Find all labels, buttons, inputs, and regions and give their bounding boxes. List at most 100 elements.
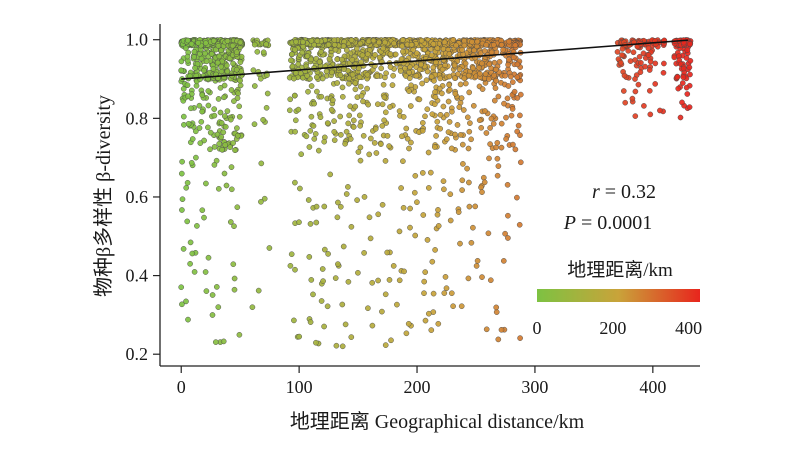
data-point (306, 254, 313, 260)
data-point (218, 63, 224, 70)
data-point (459, 177, 466, 184)
data-point (687, 71, 693, 78)
data-point (357, 122, 364, 129)
x-axis-title: 地理距离 Geographical distance/km (290, 410, 585, 433)
data-point (434, 118, 441, 125)
data-point (421, 290, 427, 297)
data-point (407, 224, 413, 231)
data-point (510, 54, 517, 61)
data-point (619, 46, 626, 52)
data-point (263, 41, 270, 48)
data-point (419, 80, 425, 87)
data-point (429, 258, 436, 265)
data-point (442, 274, 449, 280)
data-point (207, 129, 214, 136)
data-point (507, 73, 514, 80)
data-point (503, 136, 509, 142)
data-point (367, 135, 374, 142)
data-point (310, 291, 316, 298)
colorbar-tick-label: 0 (533, 318, 542, 338)
data-point (307, 128, 314, 134)
data-point (514, 74, 521, 81)
data-point (465, 145, 472, 152)
data-point (324, 120, 331, 126)
data-point (251, 41, 258, 48)
data-point (375, 277, 381, 284)
data-point (420, 212, 427, 218)
data-point (437, 111, 444, 118)
data-point (345, 120, 352, 127)
data-point (327, 171, 334, 178)
data-point (517, 112, 523, 119)
data-point (411, 189, 418, 196)
data-point (614, 49, 621, 55)
data-point (340, 43, 347, 50)
data-point (339, 93, 346, 100)
data-point (188, 159, 195, 166)
data-point (383, 70, 389, 77)
data-point (205, 254, 212, 261)
data-point (319, 75, 326, 82)
data-point (299, 49, 306, 56)
data-point (328, 106, 335, 113)
data-point (263, 104, 270, 111)
data-point (350, 124, 357, 130)
data-point (237, 39, 244, 46)
data-point (687, 57, 694, 64)
data-point (349, 56, 356, 63)
data-point (314, 38, 321, 44)
data-point (419, 170, 426, 176)
data-point (472, 203, 479, 210)
data-point (460, 107, 467, 113)
data-point (505, 61, 511, 68)
data-point (343, 128, 350, 135)
data-point (440, 103, 447, 110)
data-point (457, 81, 464, 88)
data-point (311, 136, 318, 142)
data-point (440, 178, 447, 185)
y-axis-ticks: 0.2 0.4 0.6 0.8 1.0 (126, 30, 160, 364)
data-point (258, 198, 264, 205)
data-point (408, 41, 415, 48)
data-point (217, 84, 224, 91)
data-point (486, 61, 493, 68)
data-point (222, 142, 229, 148)
data-point (180, 85, 187, 92)
data-point (221, 170, 228, 177)
data-point (203, 180, 209, 187)
data-point (466, 203, 473, 210)
data-point (236, 113, 243, 120)
data-point (210, 66, 217, 72)
data-point (505, 212, 511, 219)
data-point (412, 232, 419, 239)
data-point (292, 266, 298, 273)
data-point (488, 115, 495, 122)
data-point (498, 41, 505, 48)
data-point (326, 55, 333, 62)
data-point (501, 100, 507, 107)
data-point (387, 51, 394, 57)
data-point (230, 60, 236, 67)
data-point (316, 58, 323, 65)
data-point (473, 43, 480, 50)
data-point (512, 146, 519, 153)
data-point (292, 46, 298, 53)
data-point (357, 157, 364, 164)
data-point (506, 56, 512, 63)
data-point (331, 41, 338, 48)
data-point (266, 245, 273, 251)
data-point (506, 38, 512, 45)
data-point (677, 114, 684, 121)
data-point (304, 72, 310, 79)
data-point (198, 118, 205, 125)
data-point (451, 62, 458, 69)
data-point (306, 144, 313, 150)
data-point (287, 96, 294, 103)
data-point (209, 292, 216, 298)
data-point (622, 99, 629, 106)
data-point (493, 66, 499, 73)
data-point (192, 65, 198, 71)
data-point (381, 117, 387, 124)
data-point (401, 268, 407, 275)
